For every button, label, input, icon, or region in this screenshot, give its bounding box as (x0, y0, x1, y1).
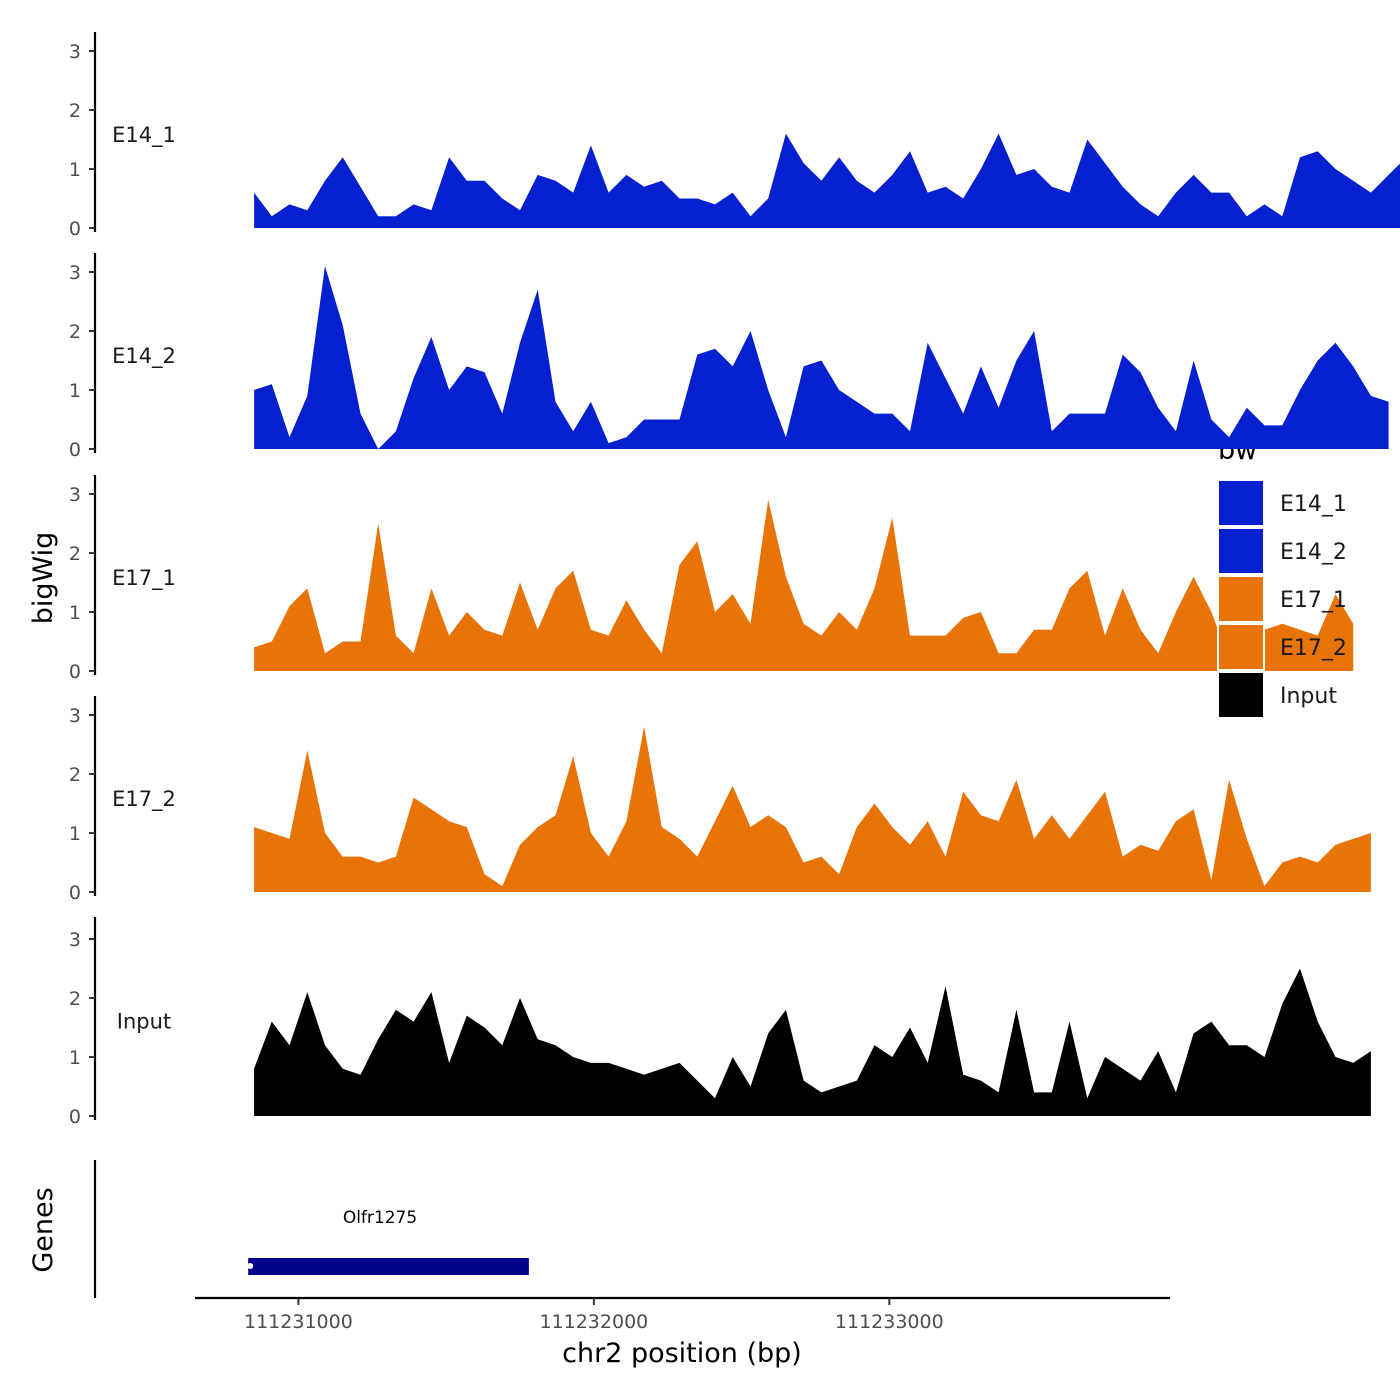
legend: E14_1 E14_2 E17_1 E17_2 Input (1217, 479, 1347, 719)
y-tick-label: 1 (69, 159, 81, 181)
coverage-area-E14_1 (254, 133, 1400, 228)
y-axis-title: bigWig (28, 532, 59, 625)
y-tick-label: 2 (69, 764, 81, 786)
coverage-area-E17_2 (254, 726, 1371, 892)
tracks-group: 0 1 2 3 E14_1 0 1 2 3 E14_2 0 1 2 3 E17_1 0 1 2 3 E17_2 0 1 2 3… (69, 32, 1400, 1128)
track-label: E17_2 (112, 787, 176, 812)
x-tick-label: 111232000 (539, 1311, 648, 1333)
y-tick-label: 3 (69, 262, 81, 284)
y-tick-label: 0 (69, 1106, 81, 1128)
gene-strand-marker (247, 1263, 254, 1269)
y-tick-label: 3 (69, 705, 81, 727)
gene-label: Olfr1275 (343, 1208, 417, 1228)
y-tick-label: 2 (69, 100, 81, 122)
genes-track-title: Genes (28, 1187, 59, 1272)
y-tick-label: 1 (69, 1047, 81, 1069)
legend-swatch (1217, 575, 1265, 623)
y-tick-label: 1 (69, 823, 81, 845)
x-axis: 111231000 111232000 111233000 (195, 1296, 1170, 1333)
track-E14_1: 0 1 2 3 E14_1 (69, 32, 1400, 240)
coverage-area-E17_1 (254, 499, 1354, 671)
y-tick-label: 2 (69, 988, 81, 1010)
y-tick-label: 3 (69, 41, 81, 63)
track-label: E14_2 (112, 344, 176, 369)
gene-track: Olfr1275 (93, 1160, 529, 1298)
legend-swatch (1217, 479, 1265, 527)
y-tick-label: 0 (69, 218, 81, 240)
y-tick-label: 1 (69, 380, 81, 402)
legend-swatch (1217, 527, 1265, 575)
legend-entry-label: E17_2 (1280, 636, 1347, 661)
legend-entry-label: Input (1280, 684, 1337, 709)
y-tick-label: 2 (69, 543, 81, 565)
track-label: E17_1 (112, 566, 176, 591)
track-E17_2: 0 1 2 3 E17_2 (69, 696, 1371, 904)
x-axis-title: chr2 position (bp) (562, 1338, 802, 1369)
x-tick-label: 111231000 (244, 1311, 353, 1333)
coverage-area-E14_2 (254, 266, 1389, 449)
legend-swatch (1217, 623, 1265, 671)
y-tick-label: 0 (69, 439, 81, 461)
coverage-area-Input (254, 968, 1371, 1116)
x-tick-label: 111233000 (835, 1311, 944, 1333)
y-tick-label: 1 (69, 602, 81, 624)
track-Input: 0 1 2 3 Input (69, 917, 1371, 1128)
legend-swatch (1217, 671, 1265, 719)
legend-entry-label: E17_1 (1280, 588, 1347, 613)
y-tick-label: 0 (69, 661, 81, 683)
y-tick-label: 3 (69, 484, 81, 506)
y-tick-label: 2 (69, 321, 81, 343)
track-E17_1: 0 1 2 3 E17_1 (69, 475, 1354, 683)
gene-body (248, 1258, 529, 1275)
track-label: Input (117, 1010, 171, 1034)
track-label: E14_1 (112, 123, 176, 148)
track-E14_2: 0 1 2 3 E14_2 (69, 253, 1389, 461)
y-tick-label: 0 (69, 882, 81, 904)
y-tick-label: 3 (69, 929, 81, 951)
legend-entry-label: E14_1 (1280, 492, 1347, 517)
legend-entry-label: E14_2 (1280, 540, 1347, 565)
